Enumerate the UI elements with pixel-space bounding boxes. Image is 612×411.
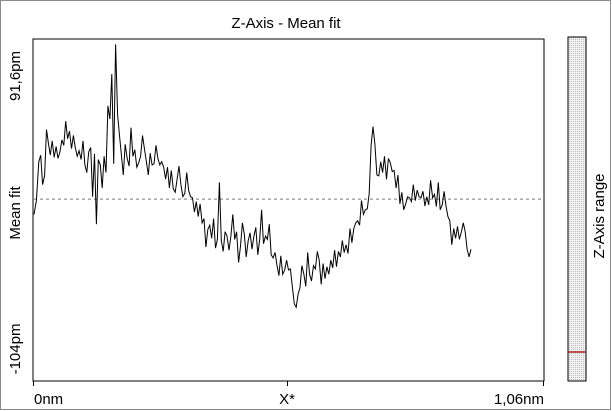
y-min-label: -104pm [7, 324, 24, 375]
y-max-label: 91,6pm [7, 51, 24, 101]
chart-title: Z-Axis - Mean fit [231, 15, 341, 32]
series-line [33, 44, 472, 309]
x-axis-label: X* [279, 391, 295, 408]
y-axis-label: Mean fit [7, 185, 24, 239]
z-range-label: Z-Axis range [591, 173, 608, 258]
z-range-bar [567, 36, 587, 382]
x-end-label: 1,06nm [494, 391, 544, 408]
x-start-label: 0nm [34, 391, 63, 408]
plot-area [32, 38, 545, 382]
